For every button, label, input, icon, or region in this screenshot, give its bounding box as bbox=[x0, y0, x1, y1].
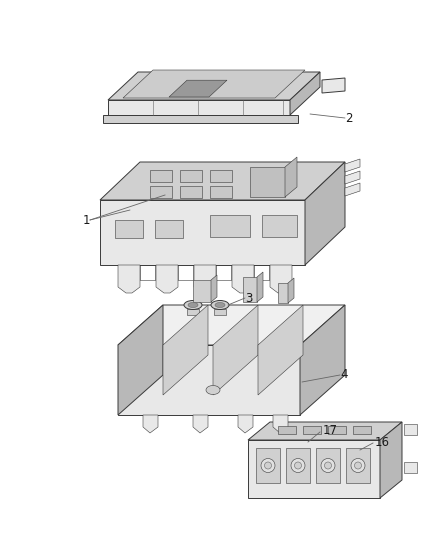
Polygon shape bbox=[118, 265, 140, 293]
Ellipse shape bbox=[265, 462, 272, 469]
Polygon shape bbox=[210, 186, 232, 198]
Polygon shape bbox=[262, 215, 297, 237]
Polygon shape bbox=[328, 426, 346, 434]
Polygon shape bbox=[322, 78, 345, 93]
Polygon shape bbox=[250, 167, 285, 197]
Polygon shape bbox=[288, 278, 294, 303]
Polygon shape bbox=[278, 283, 288, 303]
Polygon shape bbox=[180, 186, 202, 198]
Polygon shape bbox=[115, 220, 143, 238]
Ellipse shape bbox=[321, 458, 335, 472]
Polygon shape bbox=[118, 305, 345, 345]
Polygon shape bbox=[150, 186, 172, 198]
Polygon shape bbox=[213, 305, 258, 395]
Polygon shape bbox=[273, 415, 288, 433]
Text: 2: 2 bbox=[345, 111, 353, 125]
Ellipse shape bbox=[294, 462, 301, 469]
Polygon shape bbox=[345, 159, 360, 172]
Polygon shape bbox=[278, 426, 296, 434]
Polygon shape bbox=[187, 309, 199, 315]
Polygon shape bbox=[270, 265, 292, 293]
Polygon shape bbox=[305, 162, 345, 265]
Polygon shape bbox=[156, 265, 178, 293]
Polygon shape bbox=[290, 72, 320, 115]
Polygon shape bbox=[285, 157, 297, 197]
Polygon shape bbox=[404, 462, 417, 473]
Polygon shape bbox=[380, 422, 402, 498]
Text: 16: 16 bbox=[375, 437, 390, 449]
Polygon shape bbox=[118, 305, 163, 415]
Polygon shape bbox=[210, 170, 232, 182]
Polygon shape bbox=[180, 170, 202, 182]
Text: 1: 1 bbox=[82, 214, 90, 227]
Ellipse shape bbox=[291, 458, 305, 472]
Ellipse shape bbox=[215, 303, 225, 308]
Polygon shape bbox=[211, 275, 217, 302]
Polygon shape bbox=[248, 440, 380, 498]
Polygon shape bbox=[194, 265, 216, 293]
Ellipse shape bbox=[206, 385, 220, 394]
Polygon shape bbox=[258, 305, 303, 395]
Ellipse shape bbox=[325, 462, 332, 469]
Polygon shape bbox=[248, 422, 402, 440]
Ellipse shape bbox=[188, 303, 198, 308]
Text: 17: 17 bbox=[323, 424, 338, 437]
Polygon shape bbox=[108, 72, 320, 100]
Polygon shape bbox=[193, 280, 211, 302]
Polygon shape bbox=[243, 277, 257, 302]
Polygon shape bbox=[404, 424, 417, 435]
Polygon shape bbox=[163, 305, 208, 395]
Polygon shape bbox=[346, 448, 370, 483]
Polygon shape bbox=[232, 265, 254, 293]
Polygon shape bbox=[169, 80, 227, 97]
Polygon shape bbox=[353, 426, 371, 434]
Polygon shape bbox=[103, 115, 298, 123]
Ellipse shape bbox=[261, 458, 275, 472]
Polygon shape bbox=[100, 162, 345, 200]
Ellipse shape bbox=[211, 301, 229, 310]
Polygon shape bbox=[143, 415, 158, 433]
Polygon shape bbox=[210, 215, 250, 237]
Polygon shape bbox=[155, 220, 183, 238]
Polygon shape bbox=[123, 70, 305, 98]
Polygon shape bbox=[238, 415, 253, 433]
Polygon shape bbox=[214, 309, 226, 315]
Polygon shape bbox=[316, 448, 340, 483]
Polygon shape bbox=[286, 448, 310, 483]
Ellipse shape bbox=[184, 301, 202, 310]
Ellipse shape bbox=[351, 458, 365, 472]
Polygon shape bbox=[345, 183, 360, 196]
Polygon shape bbox=[345, 171, 360, 184]
Polygon shape bbox=[108, 100, 290, 115]
Text: 4: 4 bbox=[340, 368, 347, 382]
Polygon shape bbox=[300, 305, 345, 415]
Text: 3: 3 bbox=[245, 292, 252, 304]
Polygon shape bbox=[303, 426, 321, 434]
Polygon shape bbox=[256, 448, 280, 483]
Polygon shape bbox=[100, 200, 305, 265]
Polygon shape bbox=[150, 170, 172, 182]
Polygon shape bbox=[257, 272, 263, 302]
Polygon shape bbox=[118, 345, 300, 415]
Polygon shape bbox=[193, 415, 208, 433]
Ellipse shape bbox=[354, 462, 361, 469]
